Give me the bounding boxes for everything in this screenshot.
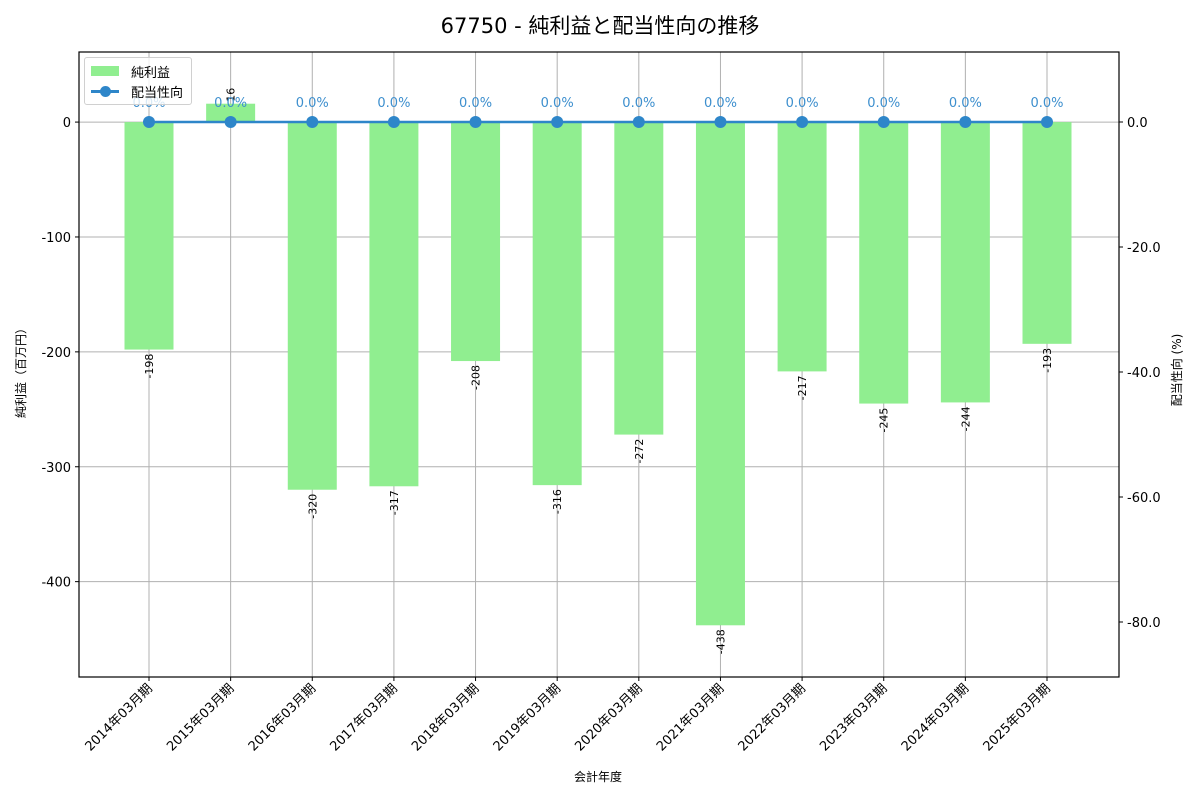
legend-item-payout-ratio: 配当性向 [91,81,183,101]
x-tick-label: 2014年03月期 [83,681,156,754]
payout-value-label: 0.0% [296,96,329,111]
payout-value-label: 0.0% [786,96,819,111]
bar-value-label: -317 [388,490,401,515]
left-axis: 0 -100 -200 -300 -400 [41,116,79,591]
bar [614,122,664,435]
bar [287,122,337,490]
bar-value-label: -198 [143,354,156,379]
right-axis-title: 配当性向 (%) [1169,334,1184,407]
right-axis: 0.0 -20.0 -40.0 -60.0 -80.0 [1119,116,1161,631]
x-tick-label: 2023年03月期 [817,681,890,754]
bar [451,122,501,362]
payout-value-label: 0.0% [867,96,900,111]
line-marker-icon [91,86,119,97]
line-marker [632,116,645,128]
right-tick-label: -20.0 [1127,241,1161,256]
payout-value-label: 0.0% [459,96,492,111]
line-marker [306,116,319,128]
x-tick-label: 2021年03月期 [654,681,727,754]
bar-value-label: -208 [470,365,483,390]
payout-value-label: 0.0% [949,96,982,111]
chart-title: 67750 - 純利益と配当性向の推移 [440,14,760,38]
bar-value-label: -272 [633,439,646,464]
bar-value-label: -320 [306,494,319,519]
line-marker [224,116,237,128]
x-tick-label: 2022年03月期 [736,681,809,754]
bar [940,122,990,403]
x-tick-label: 2016年03月期 [246,681,319,754]
x-tick-label: 2020年03月期 [572,681,645,754]
line-marker [387,116,400,128]
x-tick-label: 2018年03月期 [409,681,482,754]
bar-value-label: -245 [878,408,891,433]
x-axis: 2014年03月期 2015年03月期 2016年03月期 2017年03月期 2018… [83,677,1054,755]
line-marker [143,116,155,128]
line-marker [1041,116,1053,128]
right-tick-label: 0.0 [1127,116,1148,131]
bar-series [124,103,1072,626]
legend-label: 配当性向 [131,85,184,101]
bar-value-label: -244 [959,406,972,431]
payout-value-label: 0.0% [704,96,737,111]
bar [859,122,909,404]
bar-swatch-icon [91,66,119,76]
bar-value-label: -217 [796,375,809,400]
payout-value-label: 0.0% [377,96,410,111]
payout-value-label: 0.0% [1030,96,1063,111]
x-tick-label: 2017年03月期 [327,681,400,754]
bar [532,122,582,486]
line-marker [796,116,809,128]
line-marker [551,116,564,128]
left-tick-label: -400 [41,576,71,591]
bar [206,103,256,123]
left-tick-label: -100 [41,231,71,246]
right-tick-label: -60.0 [1127,491,1161,506]
x-tick-label: 2025年03月期 [981,681,1054,754]
line-marker [714,116,727,128]
bar [369,122,419,487]
bar [695,122,745,626]
line-marker [959,116,972,128]
bar-value-label: -193 [1041,348,1054,373]
bar [1022,122,1072,344]
bar [124,122,174,350]
bar [777,122,827,372]
x-axis-title: 会計年度 [574,769,622,784]
legend-item-net-income: 純利益 [91,61,170,81]
payout-value-label: 0.0% [541,96,574,111]
bar-value-label: 16 [225,88,238,102]
line-marker [469,116,482,128]
data-labels: -198 16 -320 -317 -208 -316 -272 -438 -217 -245 -2… [132,88,1063,655]
right-tick-label: -40.0 [1127,366,1161,381]
x-tick-label: 2024年03月期 [899,681,972,754]
left-tick-label: -200 [41,346,71,361]
bar-value-label: -316 [551,489,564,514]
payout-value-label: 0.0% [214,96,247,111]
bar-value-label: -438 [714,629,727,654]
plot-frame [78,51,1120,678]
x-tick-label: 2015年03月期 [164,681,237,754]
right-tick-label: -80.0 [1127,616,1161,631]
x-tick-label: 2019年03月期 [491,681,564,754]
payout-value-label: 0.0% [622,96,655,111]
line-series [143,116,1053,128]
left-axis-title: 純利益（百万円） [14,322,28,418]
legend-label: 純利益 [131,65,171,81]
left-tick-label: 0 [63,116,71,131]
legend: 純利益 配当性向 [84,57,192,105]
line-marker [877,116,890,128]
left-tick-label: -300 [41,461,71,476]
